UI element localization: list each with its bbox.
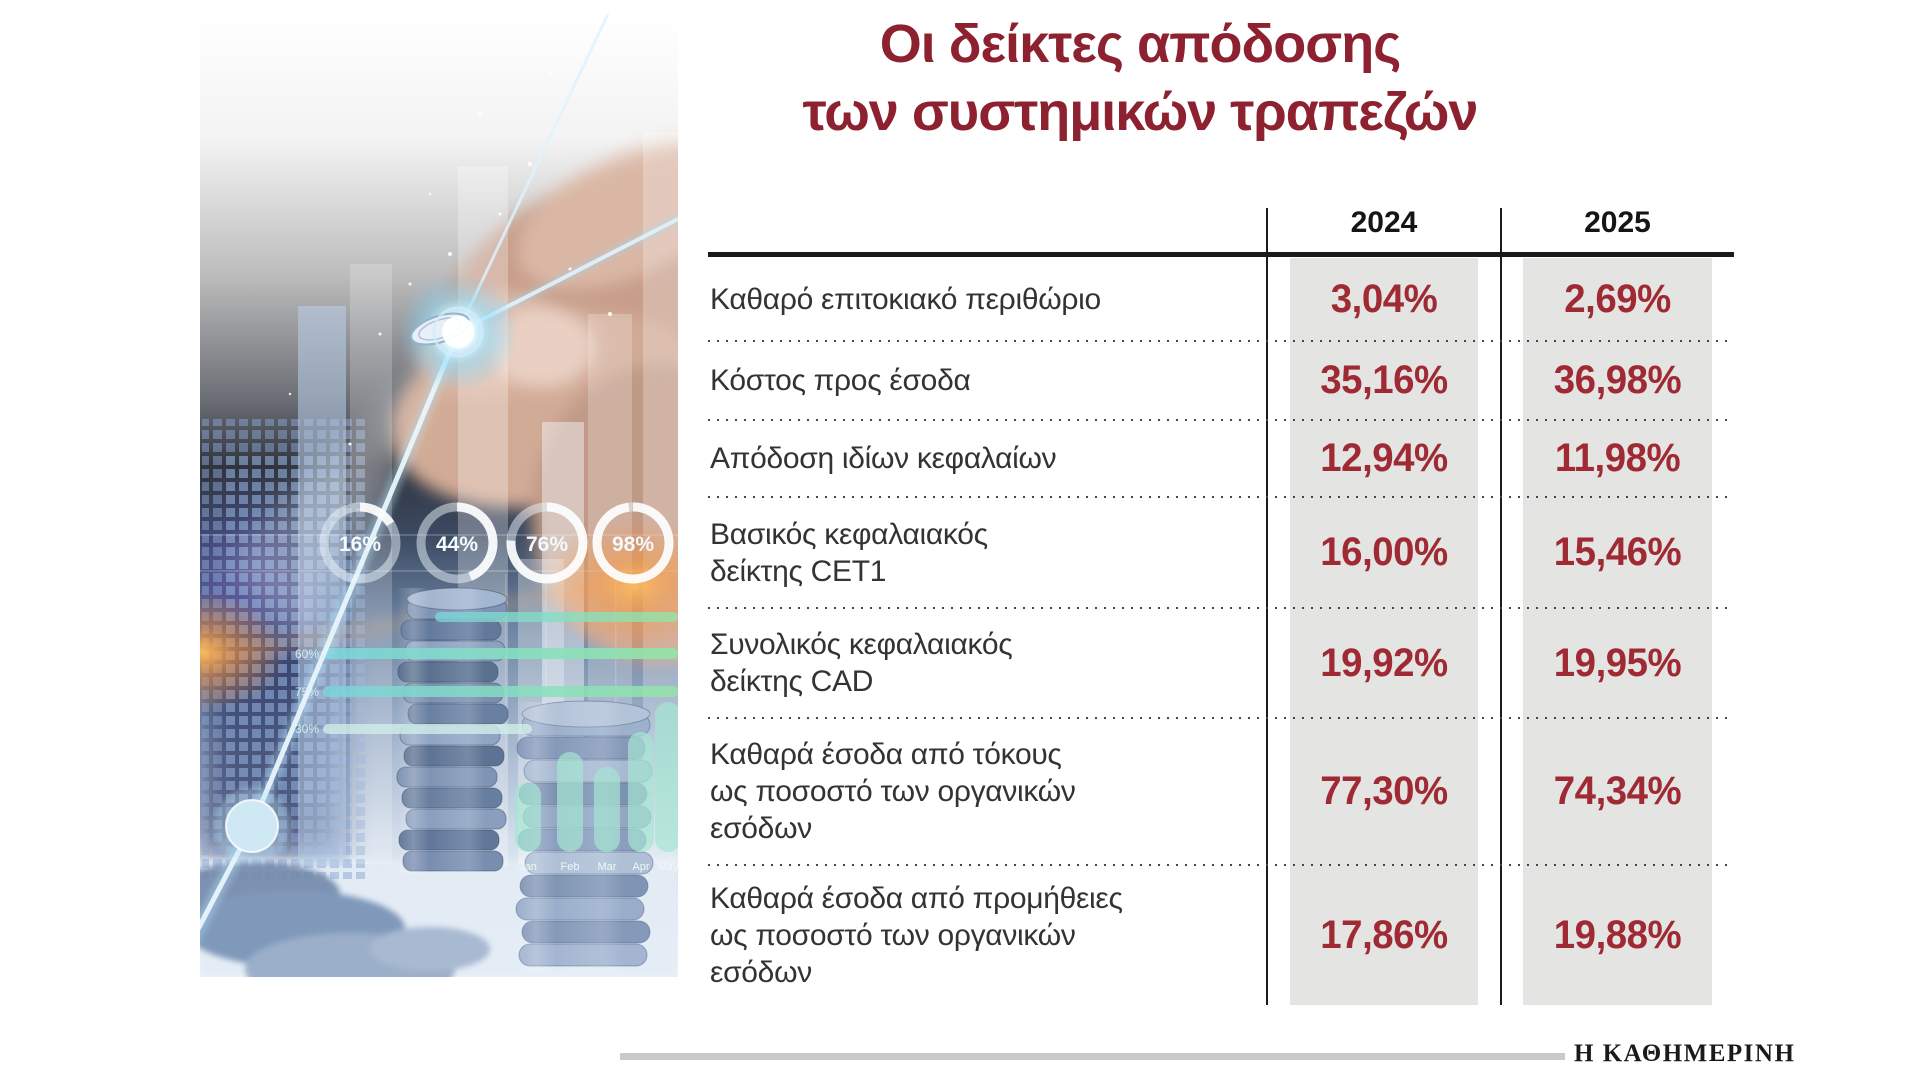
table-row: Κόστος προς έσοδα 35,16% 36,98% (708, 342, 1734, 419)
row-value-2025: 19,95% (1553, 640, 1682, 685)
row-value-2024: 77,30% (1320, 769, 1448, 813)
row-value-2024: 17,86% (1320, 913, 1448, 957)
month-label-mar: Mar (598, 861, 617, 873)
page-title-line1: Οι δείκτες απόδοσης (879, 14, 1402, 74)
row-value-2025: 74,34% (1553, 769, 1682, 813)
row-label: Καθαρά έσοδα από τόκους ως ποσοστό των ο… (710, 738, 1076, 845)
publisher-logo: Η ΚΑΘΗΜΕΡΙΝΗ (1574, 1040, 1796, 1067)
column-header-2025: 2025 (1584, 206, 1651, 239)
footer-divider-bar (620, 1053, 1565, 1060)
month-label-jan: Jan (519, 861, 537, 873)
page-title-line2: των συστημικών τραπεζών (802, 82, 1479, 142)
table-row: Βασικός κεφαλαιακός δείκτης CET1 16,00% … (708, 498, 1734, 607)
table-row: Καθαρά έσοδα από τόκους ως ποσοστό των ο… (708, 719, 1734, 864)
month-label-feb: Feb (561, 861, 580, 873)
column-band-2024 (1290, 258, 1478, 1005)
row-value-2024: 35,16% (1320, 358, 1448, 402)
row-value-2025: 11,98% (1554, 436, 1681, 480)
row-value-2025: 2,69% (1564, 276, 1671, 321)
finance-photo-illustration: 60% 75% 30% (200, 14, 678, 977)
light-streak (230, 332, 458, 649)
month-label-may: May (658, 861, 678, 873)
row-separator (708, 717, 1734, 719)
row-separator (708, 496, 1734, 498)
column-band-2025 (1523, 258, 1712, 1005)
glow-core (442, 316, 474, 348)
row-label: Καθαρά έσοδα από προμήθειες ως ποσοστό τ… (710, 882, 1123, 989)
row-label: Απόδοση ιδίων κεφαλαίων (710, 442, 1057, 475)
row-separator (708, 864, 1734, 866)
row-value-2024: 3,04% (1330, 276, 1438, 321)
table-row: Συνολικός κεφαλαιακός δείκτης CAD 19,92%… (708, 609, 1734, 717)
row-separator (708, 419, 1734, 421)
row-value-2024: 12,94% (1320, 436, 1448, 480)
column-header-2024: 2024 (1350, 206, 1418, 239)
table-row: Καθαρά έσοδα από προμήθειες ως ποσοστό τ… (708, 866, 1734, 1005)
page-title: Οι δείκτες απόδοσης των συστημικών τραπε… (735, 10, 1545, 146)
ring-label-16: 16% (339, 533, 381, 556)
progress-bars: 60% 75% 30% (295, 612, 678, 736)
column-divider-1 (1266, 208, 1268, 1005)
row-value-2025: 15,46% (1553, 530, 1682, 574)
ring-label-76: 76% (526, 533, 568, 556)
rising-line-chart (200, 14, 678, 941)
row-value-2025: 19,88% (1553, 913, 1682, 957)
sparkles (288, 72, 612, 446)
finance-photo: 60% 75% 30% (200, 14, 678, 977)
column-divider-2 (1500, 208, 1502, 1005)
row-label: Καθαρό επιτοκιακό περιθώριο (710, 282, 1101, 316)
table-row: Απόδοση ιδίων κεφαλαίων 12,94% 11,98% (708, 421, 1734, 496)
row-label: Βασικός κεφαλαιακός δείκτης CET1 (710, 517, 988, 588)
ring-label-98: 98% (612, 533, 654, 556)
table-row: Καθαρό επιτοκιακό περιθώριο 3,04% 2,69% (708, 258, 1734, 340)
row-value-2025: 36,98% (1553, 358, 1682, 402)
loose-coins (200, 862, 490, 977)
month-bar-chart: Jan Feb Mar Apr May (515, 702, 678, 873)
row-separator (708, 340, 1734, 342)
row-label: Κόστος προς έσοδα (710, 364, 971, 397)
table-header-rule (708, 252, 1734, 257)
ring-label-44: 44% (436, 533, 478, 556)
month-label-apr: Apr (632, 861, 649, 873)
percentage-rings: 16% 44% 76% 98% (319, 502, 674, 584)
row-label: Συνολικός κεφαλαιακός δείκτης CAD (710, 628, 1013, 698)
progress-label-60: 60% (295, 647, 319, 661)
row-value-2024: 16,00% (1320, 530, 1448, 574)
row-value-2024: 19,92% (1320, 640, 1448, 685)
row-separator (708, 607, 1734, 609)
